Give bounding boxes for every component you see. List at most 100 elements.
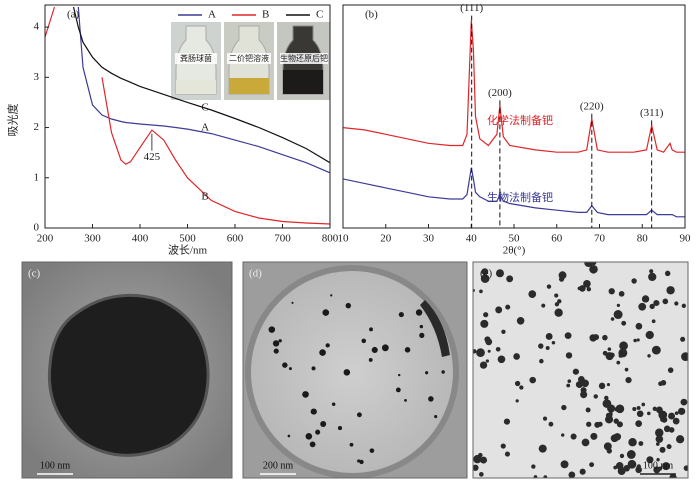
- y-axis-label: 吸光度: [6, 104, 20, 137]
- peak-label: (111): [460, 2, 483, 14]
- micrograph-d: [243, 262, 467, 478]
- dot: [425, 371, 429, 375]
- dot: [480, 319, 489, 328]
- dot: [674, 301, 679, 306]
- dot: [479, 361, 488, 369]
- dot: [602, 334, 608, 341]
- dot: [604, 395, 609, 401]
- scale-bar-label: 100 nm: [643, 460, 674, 471]
- dot: [419, 324, 424, 329]
- scale-bar-label: 200 nm: [263, 460, 294, 471]
- dot: [519, 385, 524, 390]
- dot: [398, 373, 401, 377]
- dot: [560, 460, 569, 469]
- dot: [543, 475, 548, 478]
- dot: [583, 279, 591, 288]
- dot: [538, 444, 547, 453]
- dot: [434, 415, 438, 419]
- x-tick-label: 600: [227, 233, 244, 245]
- dot: [538, 343, 544, 349]
- scale-bar-label: 100 nm: [40, 460, 71, 471]
- dot: [657, 466, 663, 471]
- dot: [664, 270, 671, 277]
- legend-label: B: [262, 9, 269, 21]
- liquid: [229, 78, 269, 94]
- dot: [663, 425, 671, 433]
- dot: [331, 402, 336, 407]
- plot-area: [45, 6, 330, 225]
- dot: [322, 309, 330, 316]
- x-tick-label: 60: [551, 233, 563, 245]
- dot: [655, 428, 664, 437]
- dot: [666, 444, 672, 450]
- dot: [500, 443, 506, 449]
- dot: [607, 404, 616, 413]
- dot: [667, 367, 674, 373]
- dot: [545, 333, 553, 340]
- peak-label: (200): [488, 87, 512, 99]
- dot: [615, 461, 624, 470]
- dot: [624, 367, 629, 372]
- dot: [598, 382, 606, 390]
- dot: [647, 354, 651, 358]
- dot: [586, 286, 592, 292]
- dot: [608, 288, 615, 295]
- dot: [590, 432, 598, 440]
- dot: [272, 340, 280, 347]
- dot: [337, 426, 343, 431]
- dot: [647, 411, 651, 416]
- dot: [325, 343, 330, 348]
- dot: [565, 352, 573, 359]
- y-tick-label: 4: [34, 21, 40, 33]
- liquid: [176, 80, 216, 94]
- x-tick-label: 200: [37, 233, 54, 245]
- dot: [683, 465, 688, 471]
- x-tick-label: 800: [322, 233, 339, 245]
- dot: [554, 308, 563, 317]
- dot: [580, 391, 588, 399]
- dot: [626, 450, 636, 459]
- dot: [680, 336, 686, 342]
- x-tick-label: 40: [466, 233, 478, 245]
- panel-label: (d): [249, 268, 262, 280]
- dot: [484, 336, 491, 343]
- y-tick-label: 3: [34, 71, 40, 83]
- dot: [616, 421, 623, 428]
- dot: [554, 293, 559, 298]
- dot: [605, 412, 611, 418]
- dot: [656, 406, 663, 414]
- dot: [506, 275, 514, 283]
- dot: [311, 366, 316, 371]
- dot: [610, 317, 615, 321]
- inset-label: 粪肠球菌: [180, 53, 212, 63]
- dot: [542, 416, 548, 421]
- x-tick-label: 400: [132, 233, 149, 245]
- dot: [619, 453, 625, 459]
- dot: [661, 416, 668, 423]
- dot: [349, 442, 354, 447]
- dot: [558, 276, 565, 282]
- dot: [589, 462, 595, 468]
- dot: [589, 264, 598, 274]
- dot: [668, 412, 676, 420]
- inset-label: 二价钯溶液: [229, 53, 269, 63]
- dot: [278, 339, 282, 343]
- dot: [659, 446, 666, 453]
- x-tick-label: 30: [423, 233, 435, 245]
- dot: [561, 433, 565, 437]
- micrograph-c: [22, 262, 232, 478]
- dot: [675, 435, 685, 444]
- dot: [681, 303, 686, 308]
- dot: [632, 407, 637, 412]
- dot: [577, 286, 582, 291]
- dot: [681, 352, 688, 361]
- frame: [21, 261, 233, 479]
- dot: [310, 408, 317, 415]
- panel-label: (a): [67, 9, 80, 21]
- dot: [478, 452, 483, 458]
- dot: [619, 341, 628, 351]
- annotation: B: [201, 190, 208, 202]
- dot: [669, 473, 677, 478]
- label-box: [227, 53, 271, 64]
